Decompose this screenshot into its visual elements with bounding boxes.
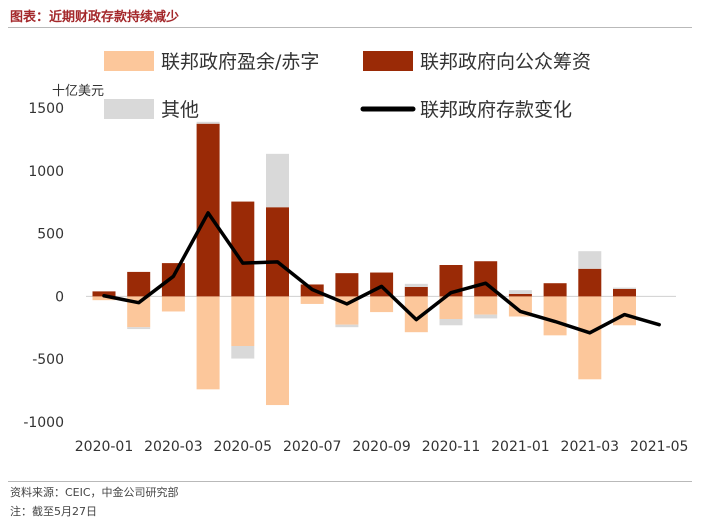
x-tick-label: 2020-11 <box>422 439 481 455</box>
bar <box>508 290 532 294</box>
y-tick-label: 1000 <box>28 164 64 180</box>
bar <box>196 121 220 124</box>
legend-label: 其他 <box>161 99 199 121</box>
legend-swatch <box>104 99 154 119</box>
bar <box>196 123 220 297</box>
bar <box>161 263 185 297</box>
bar <box>335 273 359 297</box>
legend-label: 联邦政府向公众筹资 <box>420 51 591 73</box>
bar <box>196 296 220 390</box>
bar <box>335 296 359 325</box>
bar <box>404 283 428 287</box>
bar <box>474 314 498 319</box>
bar <box>92 296 116 301</box>
x-tick-label: 2021-05 <box>630 439 689 455</box>
bar <box>613 287 636 289</box>
legend-label: 联邦政府存款变化 <box>420 99 572 121</box>
legend-swatch <box>104 51 154 71</box>
bar <box>578 251 602 269</box>
bar <box>127 271 151 297</box>
bar <box>231 296 255 347</box>
bar <box>300 296 324 304</box>
y-tick-label: 0 <box>55 289 64 305</box>
series-line <box>102 211 661 335</box>
x-tick-label: 2020-07 <box>283 439 342 455</box>
x-tick-label: 2021-03 <box>561 439 620 455</box>
bar <box>474 296 498 315</box>
bar <box>439 319 463 326</box>
y-tick-label: 1500 <box>28 101 64 117</box>
bar <box>578 268 602 297</box>
bar <box>508 293 532 297</box>
bar <box>613 296 636 326</box>
legend-label: 联邦政府盈余/赤字 <box>161 51 319 73</box>
bar <box>231 346 255 359</box>
x-tick-label: 2021-01 <box>491 439 550 455</box>
date-note: 注：截至5月27日 <box>10 505 97 518</box>
bar <box>161 296 185 312</box>
page-title: 图表：近期财政存款持续减少 <box>10 10 180 25</box>
bar <box>404 296 428 333</box>
bar <box>266 207 289 297</box>
x-axis: 2020-01 2020-03 2020-05 2020-07 2020-09 2020-… <box>75 439 689 455</box>
chart-bars <box>92 121 636 406</box>
bar <box>127 296 151 328</box>
y-tick-label: -1000 <box>23 415 64 431</box>
bar <box>404 286 428 297</box>
bar <box>370 296 394 313</box>
bottom-divider <box>8 481 692 482</box>
bar <box>266 153 289 208</box>
y-axis: 1500 1000 500 0 -500 -1000 <box>23 101 64 431</box>
bar <box>266 296 289 406</box>
x-tick-label: 2020-09 <box>352 439 411 455</box>
bar <box>578 296 602 380</box>
x-tick-label: 2020-03 <box>144 439 203 455</box>
y-tick-label: -500 <box>32 352 64 368</box>
y-axis-unit: 十亿美元 <box>52 84 105 99</box>
bar <box>439 296 463 320</box>
bar <box>92 291 116 297</box>
bar <box>543 296 567 336</box>
legend-swatch <box>363 51 413 71</box>
bar <box>127 327 151 330</box>
top-divider <box>8 27 692 28</box>
chart-line <box>102 211 661 335</box>
bar <box>335 324 359 328</box>
bar <box>231 201 255 297</box>
x-tick-label: 2020-01 <box>75 439 134 455</box>
y-tick-label: 500 <box>37 227 64 243</box>
x-tick-label: 2020-05 <box>214 439 273 455</box>
source-note: 资料来源：CEIC，中金公司研究部 <box>10 486 179 499</box>
bar <box>613 288 636 297</box>
bar <box>439 265 463 297</box>
bar <box>543 283 567 297</box>
